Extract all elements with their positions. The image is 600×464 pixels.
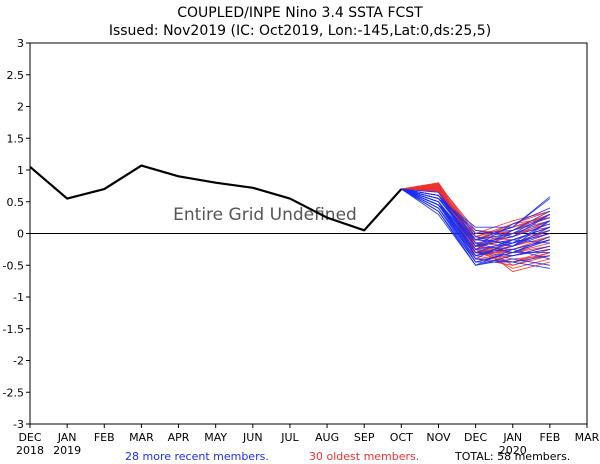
y-tick-label: -2.5: [3, 386, 24, 399]
recent-member-line: [401, 188, 551, 257]
y-tick-label: 3: [17, 37, 24, 50]
x-tick-label: JUL: [280, 431, 299, 444]
x-tick-label: MAR: [129, 431, 154, 444]
y-tick-label: -0.5: [3, 259, 24, 272]
x-tick-label: FEB: [94, 431, 115, 444]
y-tick-label: 2: [17, 101, 24, 114]
legend-oldest-members: 30 oldest members.: [309, 450, 419, 463]
x-tick-label: NOV: [426, 431, 451, 444]
y-tick-label: -2: [13, 355, 24, 368]
observed-series: [29, 164, 403, 232]
annotation-text: Entire Grid Undefined: [173, 205, 357, 225]
y-tick-label: -3: [13, 418, 24, 431]
x-tick-label: MAR: [575, 431, 600, 444]
x-tick-label: SEP: [354, 431, 375, 444]
recent-member-line: [401, 188, 550, 260]
y-tick-label: 0.5: [7, 196, 25, 209]
y-tick-label: -1.5: [3, 323, 24, 336]
recent-member-line: [401, 188, 551, 244]
x-tick-label: OCT: [390, 431, 413, 444]
legend-recent-members: 28 more recent members.: [125, 450, 269, 463]
x-tick-label: DEC: [464, 431, 487, 444]
y-tick-label: 2.5: [7, 69, 25, 82]
recent-member-line: [401, 188, 551, 254]
y-tick-label: 1: [17, 164, 24, 177]
x-year-label: 2018: [16, 444, 44, 457]
x-tick-label: JUN: [242, 431, 263, 444]
x-tick-label: JAN: [502, 431, 522, 444]
y-axis: -3 -2.5 -2 -1.5 -1 -0.5 0 0.5 1 1.5 2 2.5 3: [3, 37, 30, 431]
y-tick-label: 1.5: [7, 132, 25, 145]
recent-member-line: [401, 188, 550, 266]
x-tick-label: DEC: [18, 431, 41, 444]
y-tick-label: -1: [13, 291, 24, 304]
x-year-label: 2019: [53, 444, 81, 457]
chart-subtitle: Issued: Nov2019 (IC: Oct2019, Lon:-145,L…: [109, 23, 491, 39]
x-year-label: 2020: [499, 444, 527, 457]
recent-member-line: [401, 188, 551, 250]
x-tick-label: JAN: [57, 431, 77, 444]
x-tick-label: AUG: [315, 431, 339, 444]
recent-member-line: [401, 188, 550, 263]
legend-total-members: TOTAL: 58 members.: [454, 450, 570, 463]
x-tick-label: FEB: [539, 431, 560, 444]
x-tick-label: MAY: [204, 431, 227, 444]
y-tick-label: 0: [17, 228, 24, 241]
x-axis: DEC JAN FEB MAR APR MAY JUN JUL AUG SEP OCT NOV DEC J…: [16, 424, 600, 457]
chart-title: COUPLED/INPE Nino 3.4 SSTA FCST: [177, 5, 423, 21]
x-tick-label: APR: [168, 431, 190, 444]
recent-members-series: [401, 188, 551, 269]
observed-line: [29, 164, 403, 232]
